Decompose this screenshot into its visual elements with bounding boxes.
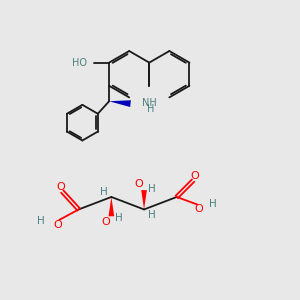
Text: O: O <box>195 204 203 214</box>
Text: H: H <box>209 200 217 209</box>
Text: H: H <box>148 184 155 194</box>
Text: H: H <box>148 210 155 220</box>
Text: O: O <box>53 220 62 230</box>
Text: H: H <box>148 104 155 114</box>
Text: O: O <box>134 179 143 189</box>
Text: H: H <box>37 216 45 226</box>
Text: H: H <box>115 213 123 223</box>
Polygon shape <box>109 197 114 216</box>
Text: O: O <box>57 182 65 192</box>
Text: O: O <box>190 171 199 181</box>
Polygon shape <box>141 190 147 209</box>
Polygon shape <box>109 100 131 107</box>
Text: NH: NH <box>142 98 157 108</box>
Text: H: H <box>100 187 108 196</box>
Text: HO: HO <box>72 58 87 68</box>
Text: O: O <box>102 217 110 227</box>
